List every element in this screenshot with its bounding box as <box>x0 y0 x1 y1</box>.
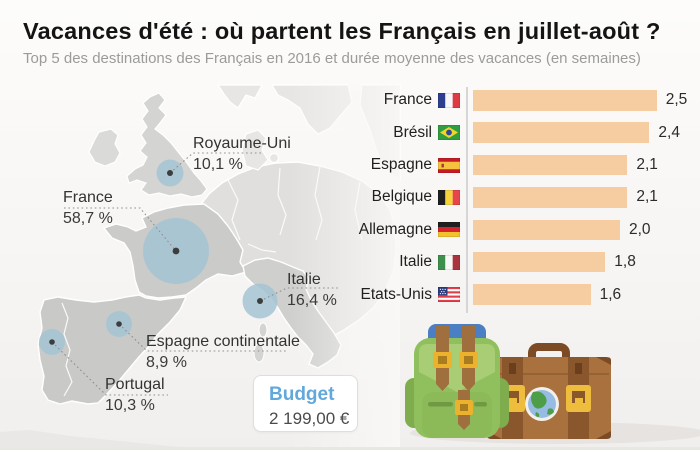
bar-row-espagne: Espagne 2,1 <box>354 154 687 176</box>
bar <box>473 251 606 273</box>
map-label-italie: Italie 16,4 % <box>287 269 337 311</box>
sardinia-shape <box>253 343 265 363</box>
etats-unis-flag-icon <box>438 287 460 303</box>
country-ireland-shape <box>88 128 121 167</box>
bar <box>473 219 620 241</box>
bar <box>473 154 628 176</box>
map-label-france: France 58,7 % <box>63 187 113 229</box>
destination-share: 58,7 % <box>63 210 113 227</box>
map-label-royaume-uni: Royaume-Uni 10,1 % <box>193 133 291 175</box>
bar-value: 2,4 <box>658 123 680 141</box>
budget-label: Budget <box>269 384 335 405</box>
destination-share: 10,3 % <box>105 397 155 414</box>
bar-value: 2,1 <box>636 156 658 174</box>
budget-amount: 2 199,00 € <box>269 409 350 428</box>
bar-value: 1,8 <box>614 253 636 271</box>
italie-flag-icon <box>438 254 460 270</box>
bar <box>473 90 657 111</box>
bar-value: 2,5 <box>665 91 688 109</box>
corsica-shape <box>258 322 268 338</box>
bar-label: Etats-Unis <box>360 285 433 303</box>
backpack-icon <box>405 324 509 438</box>
bar-value: 2,0 <box>629 220 651 238</box>
bottom-edge <box>0 447 700 450</box>
map-label-espagne-continentale: Espagne continentale 8,9 % <box>146 331 300 373</box>
bar <box>473 122 650 143</box>
page-subtitle: Top 5 des destinations des Français en 2… <box>23 50 641 67</box>
belgique-flag-icon <box>438 189 460 205</box>
destination-share: 10,1 % <box>193 156 243 173</box>
bar-row-bresil: Brésil 2,4 <box>354 122 687 143</box>
bar-label: France <box>383 91 432 109</box>
leader-lines <box>51 152 338 396</box>
bar-label: Espagne <box>370 156 432 174</box>
bar <box>473 284 591 305</box>
espagne-flag-icon <box>438 157 460 173</box>
globe-icon <box>525 387 559 421</box>
map-label-portugal: Portugal 10,3 % <box>105 374 165 416</box>
bar-row-france: France 2,5 <box>354 90 687 111</box>
bar-row-allemagne: Allemagne 2,0 <box>354 219 687 241</box>
bar-label: Allemagne <box>358 220 432 238</box>
country-uk-shape <box>126 92 208 198</box>
destination-name: Portugal <box>105 376 165 393</box>
bar-value: 2,1 <box>636 188 658 206</box>
bar-label: Belgique <box>371 188 432 206</box>
country-iberia-shape <box>37 294 188 405</box>
bar-label: Italie <box>399 253 432 271</box>
bar-row-etats-unis: Etats-Unis 1,6 <box>354 284 687 305</box>
allemagne-flag-icon <box>438 222 460 238</box>
destination-name: Italie <box>287 271 321 288</box>
duration-bar-chart: France 2,5 Brésil 2,4 Espagne 2,1 Belgiq… <box>354 90 687 317</box>
destination-share: 16,4 % <box>287 292 337 309</box>
destination-share: 8,9 % <box>146 354 187 371</box>
page-title: Vacances d'été : où partent les Français… <box>23 18 661 44</box>
bar-row-italie: Italie 1,8 <box>354 251 687 273</box>
bubble-center-dots <box>49 170 263 345</box>
bar-row-belgique: Belgique 2,1 <box>354 187 687 208</box>
bresil-flag-icon <box>438 125 460 141</box>
destination-name: Espagne continentale <box>146 333 300 350</box>
destination-name: France <box>63 189 113 206</box>
bar <box>473 187 628 208</box>
bar-label: Brésil <box>393 123 432 141</box>
backpack-straps <box>433 326 478 391</box>
france-flag-icon <box>438 92 460 108</box>
portugal-border <box>61 302 73 397</box>
bar-value: 1,6 <box>599 285 622 303</box>
africa-coast-shape <box>0 430 230 450</box>
budget-card: Budget 2 199,00 € <box>253 375 358 432</box>
chart-axis <box>466 87 468 313</box>
destination-name: Royaume-Uni <box>193 135 291 152</box>
